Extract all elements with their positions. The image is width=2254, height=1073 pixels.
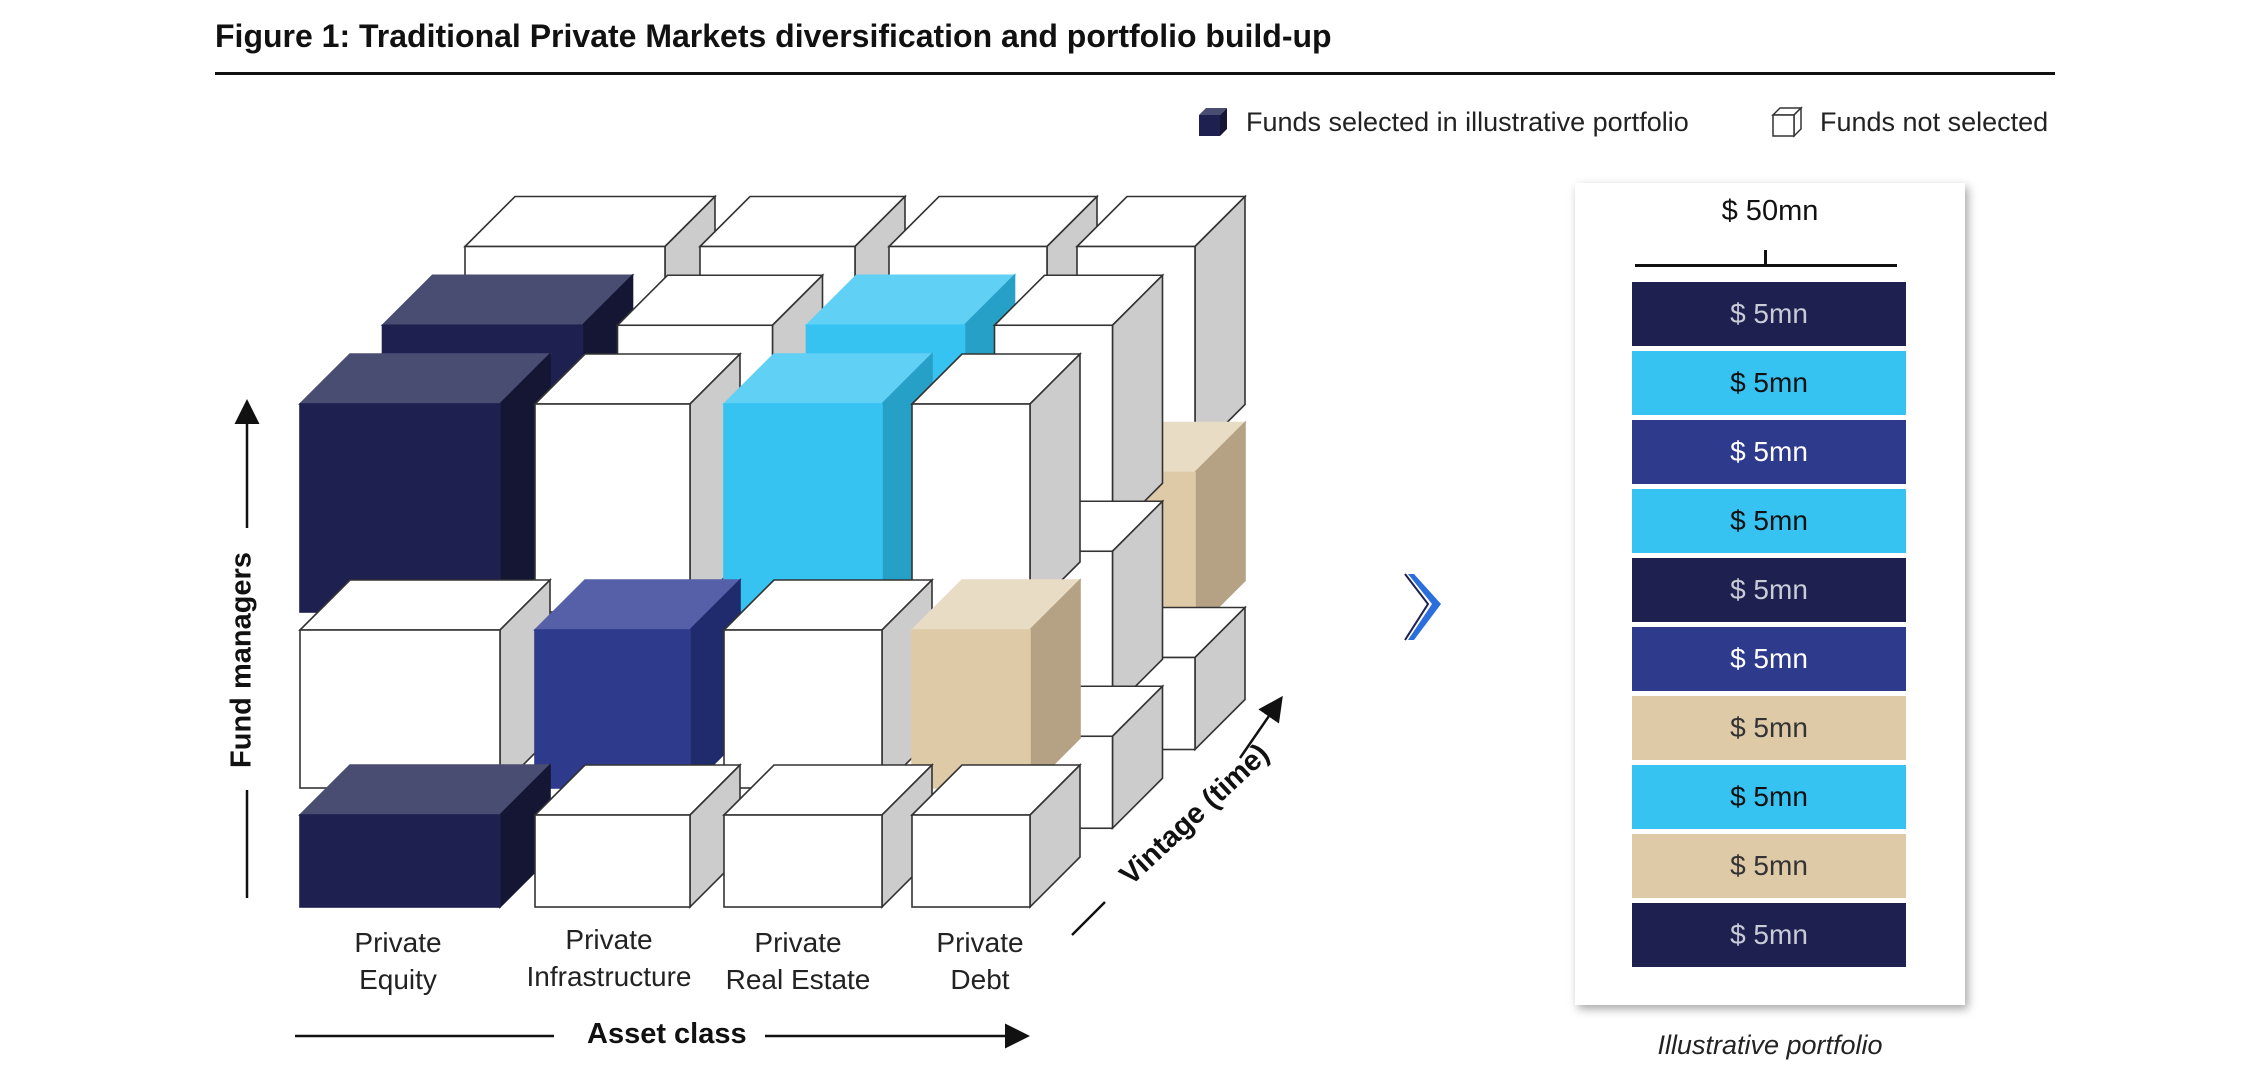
allocation-slot: $ 5mn xyxy=(1632,489,1906,553)
legend-not-selected-label: Funds not selected xyxy=(1820,106,2049,137)
portfolio-panel: $ 50mn $ 5mn $ 5mn $ 5mn $ 5mn $ 5mn $ 5mn $ 5… xyxy=(1575,183,1965,1005)
legend-selected: Funds selected in illustrative portfolio xyxy=(1196,100,1689,144)
unselected-fund-cube xyxy=(910,763,1082,909)
z-axis-arrow-upper xyxy=(1238,695,1283,759)
selected-fund-cube xyxy=(910,578,1082,790)
chevron-right-icon xyxy=(1408,574,1441,640)
unselected-fund-cube xyxy=(722,763,934,909)
selected-cube-icon xyxy=(1199,108,1227,136)
unselected-cube-icon xyxy=(1771,106,1803,138)
asset-class-label: Private Debt xyxy=(936,927,1024,995)
asset-class-label: Private Infrastructure xyxy=(526,924,692,992)
legend-not-selected: Funds not selected xyxy=(1770,100,2048,144)
allocation-slot: $ 5mn xyxy=(1632,627,1906,691)
z-axis-arrow-lower xyxy=(1071,901,1106,936)
unselected-fund-cube xyxy=(533,763,742,909)
allocation-slot: $ 5mn xyxy=(1632,765,1906,829)
selected-fund-cube xyxy=(298,763,552,909)
portfolio-total: $ 50mn xyxy=(1721,195,1819,227)
selected-fund-cube xyxy=(298,352,552,614)
unselected-fund-cube xyxy=(910,352,1082,614)
title-divider xyxy=(215,72,2055,75)
allocation-stack: $ 5mn $ 5mn $ 5mn $ 5mn $ 5mn $ 5mn $ 5mn $ 5mn… xyxy=(1632,282,1906,972)
allocation-slot: $ 5mn xyxy=(1632,834,1906,898)
allocation-slot: $ 5mn xyxy=(1632,903,1906,967)
asset-class-label: Private Equity xyxy=(354,927,442,995)
allocation-slot: $ 5mn xyxy=(1632,696,1906,760)
unselected-fund-cube xyxy=(533,352,742,614)
allocation-slot: $ 5mn xyxy=(1632,558,1906,622)
allocation-slot: $ 5mn xyxy=(1632,351,1906,415)
allocation-slot: $ 5mn xyxy=(1632,282,1906,346)
legend-selected-label: Funds selected in illustrative portfolio xyxy=(1246,106,1689,137)
asset-class-label: Private Real Estate xyxy=(725,927,871,995)
total-bracket-tick xyxy=(1764,250,1767,266)
x-axis-label: Asset class xyxy=(587,1018,747,1050)
figure-title: Figure 1: Traditional Private Markets di… xyxy=(215,18,1332,54)
portfolio-caption: Illustrative portfolio xyxy=(1657,1030,1883,1060)
allocation-slot: $ 5mn xyxy=(1632,420,1906,484)
y-axis-label: Fund managers xyxy=(225,552,258,768)
